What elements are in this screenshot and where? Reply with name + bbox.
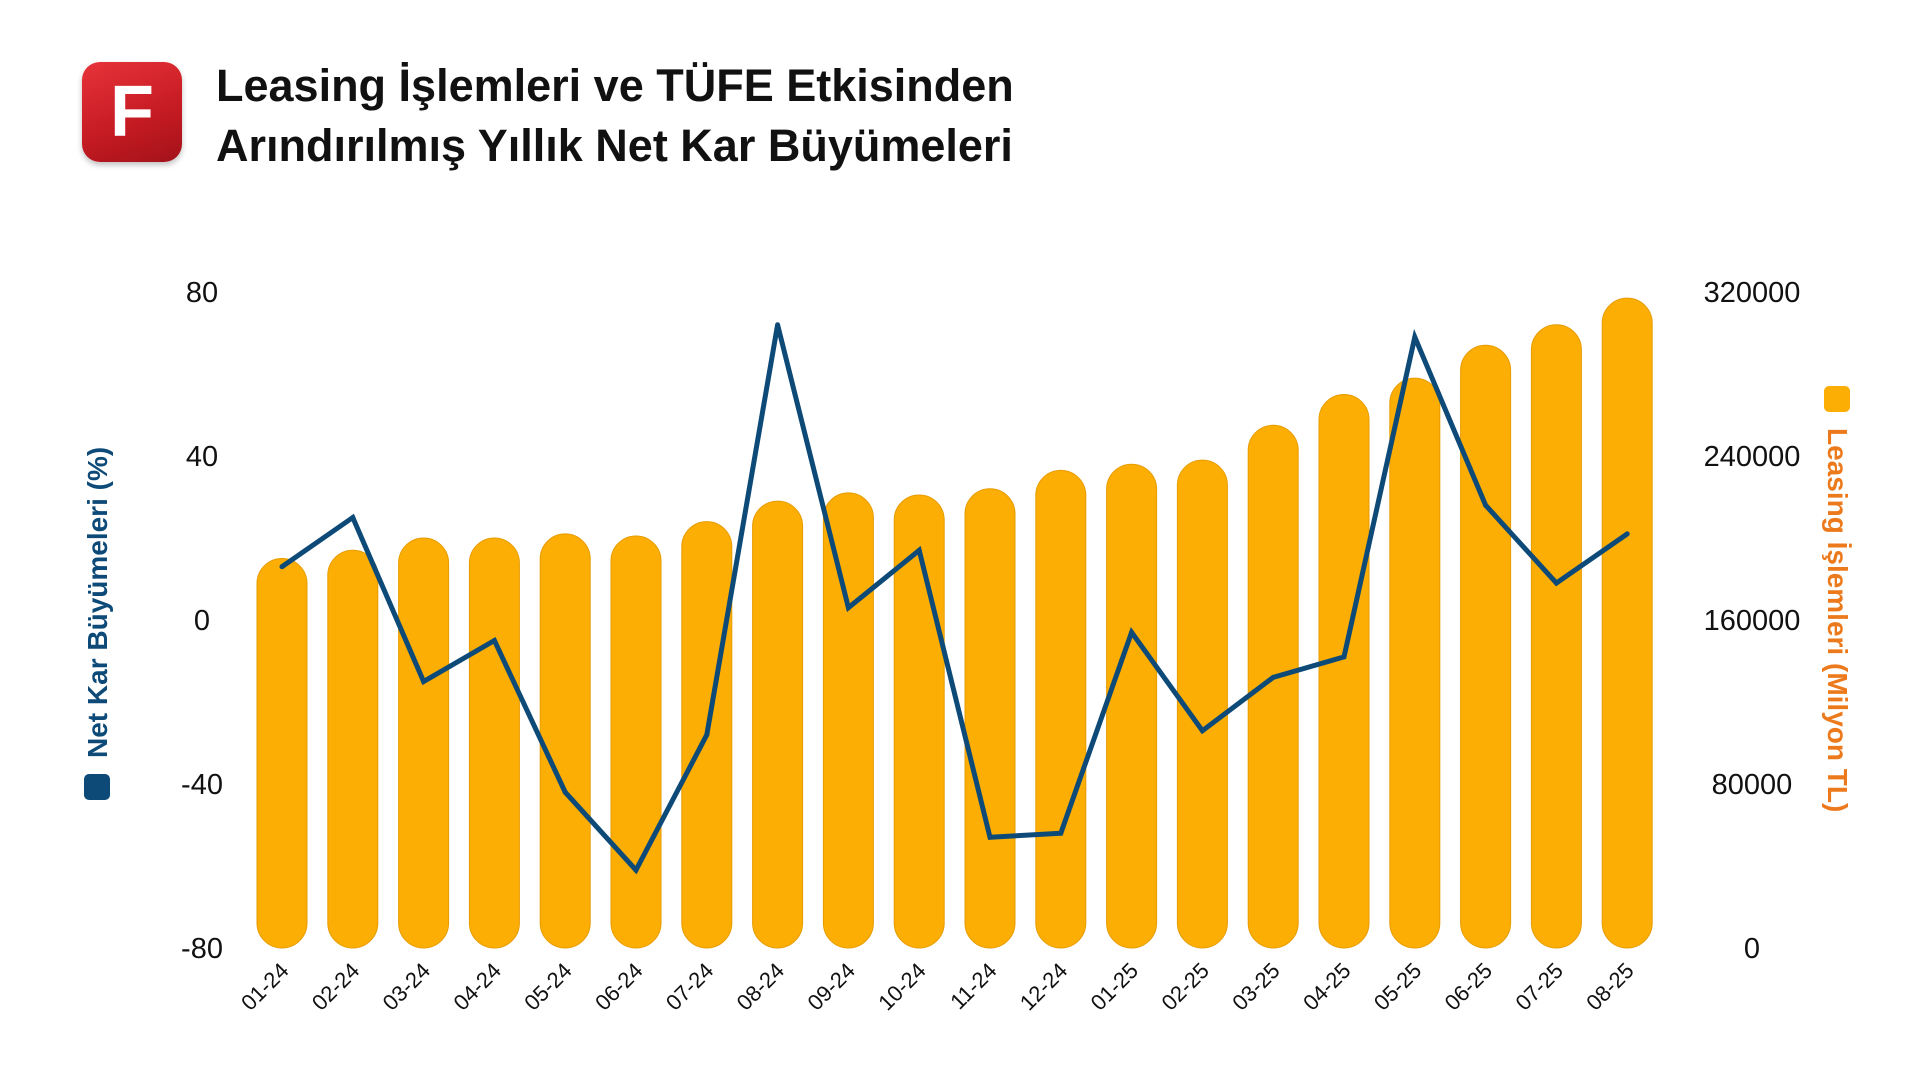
chart-title-line-1: Leasing İşlemleri ve TÜFE Etkisinden xyxy=(216,60,1014,111)
x-tick-label: 12-24 xyxy=(1015,958,1072,1015)
bar-08-24 xyxy=(752,500,804,949)
bar-03-25 xyxy=(1247,424,1299,949)
left-tick-label: -80 xyxy=(181,933,223,965)
right-axis-title: Leasing İşlemleri (Milyon TL) xyxy=(1822,428,1853,812)
line-point-10-24 xyxy=(916,547,922,553)
bar-02-25 xyxy=(1176,459,1228,949)
logo-letter: F xyxy=(110,72,154,152)
bar-01-25 xyxy=(1106,463,1158,949)
line-point-06-24 xyxy=(633,867,639,873)
line-point-07-24 xyxy=(704,732,710,738)
bar-11-24 xyxy=(964,488,1016,949)
bar-03-24 xyxy=(398,537,450,949)
bar-legend-swatch xyxy=(1824,386,1850,412)
line-point-08-25 xyxy=(1624,531,1630,537)
x-tick-label: 03-24 xyxy=(378,958,435,1015)
bar-06-25 xyxy=(1460,344,1512,949)
bar-series xyxy=(256,297,1653,949)
x-tick-label: 03-25 xyxy=(1227,958,1284,1015)
left-tick-label: 80 xyxy=(186,277,218,309)
line-point-11-24 xyxy=(987,834,993,840)
line-point-09-24 xyxy=(845,605,851,611)
right-axis: 320000 240000 160000 80000 0 xyxy=(1704,277,1801,965)
right-tick-label: 0 xyxy=(1744,933,1760,965)
left-tick-label: 40 xyxy=(186,441,218,473)
line-point-01-25 xyxy=(1129,629,1135,635)
bar-02-24 xyxy=(327,549,379,949)
bar-05-25 xyxy=(1389,377,1441,949)
line-point-07-25 xyxy=(1553,580,1559,586)
line-point-01-24 xyxy=(279,564,285,570)
right-tick-label: 80000 xyxy=(1712,769,1793,801)
logo-icon: F xyxy=(82,62,182,162)
x-tick-label: 04-24 xyxy=(448,958,505,1015)
x-axis: 01-24 02-24 03-24 04-24 05-24 06-24 07-24 08-24… xyxy=(236,958,1639,1015)
x-tick-label: 05-24 xyxy=(519,958,576,1015)
chart-title-line-2: Arındırılmış Yıllık Net Kar Büyümeleri xyxy=(216,120,1013,171)
right-tick-label: 320000 xyxy=(1704,277,1801,309)
line-point-05-25 xyxy=(1412,334,1418,340)
x-tick-label: 09-24 xyxy=(802,958,859,1015)
line-point-08-24 xyxy=(775,322,781,328)
left-tick-label: -40 xyxy=(181,769,223,801)
right-axis-title-group: Leasing İşlemleri (Milyon TL) xyxy=(1822,386,1853,812)
line-point-02-25 xyxy=(1199,728,1205,734)
net-kar-line xyxy=(280,324,1629,875)
x-tick-label: 08-24 xyxy=(732,958,789,1015)
line-point-02-24 xyxy=(350,515,356,520)
bar-04-25 xyxy=(1318,394,1370,949)
bar-08-25 xyxy=(1601,297,1653,949)
line-point-03-24 xyxy=(421,679,427,684)
right-tick-label: 240000 xyxy=(1704,441,1801,473)
right-tick-label: 160000 xyxy=(1704,605,1801,637)
x-tick-label: 05-25 xyxy=(1369,958,1426,1015)
x-tick-label: 11-24 xyxy=(945,958,1001,1014)
line-legend-swatch xyxy=(84,774,110,800)
line-point-04-24 xyxy=(491,638,497,643)
left-axis-title-group: Net Kar Büyümeleri (%) xyxy=(82,447,113,800)
line-series xyxy=(279,322,1630,875)
x-tick-label: 02-24 xyxy=(307,958,364,1015)
line-point-03-25 xyxy=(1270,674,1276,680)
bar-12-24 xyxy=(1035,469,1087,949)
bar-07-25 xyxy=(1530,324,1582,949)
x-tick-label: 07-24 xyxy=(661,958,718,1015)
line-point-12-24 xyxy=(1058,830,1064,836)
x-tick-label: 08-25 xyxy=(1581,958,1638,1015)
bar-09-24 xyxy=(822,492,874,949)
left-axis-title: Net Kar Büyümeleri (%) xyxy=(82,447,113,758)
x-tick-label: 10-24 xyxy=(873,958,930,1015)
x-tick-label: 07-25 xyxy=(1510,958,1567,1015)
x-tick-label: 02-25 xyxy=(1156,958,1213,1015)
x-tick-label: 06-25 xyxy=(1440,958,1497,1015)
bar-05-24 xyxy=(539,533,591,949)
left-axis: 80 40 0 -40 -80 xyxy=(181,277,223,965)
left-tick-label: 0 xyxy=(194,605,210,637)
bar-04-24 xyxy=(468,537,520,949)
x-tick-label: 04-25 xyxy=(1298,958,1355,1015)
x-tick-label: 01-24 xyxy=(236,958,293,1015)
line-point-05-24 xyxy=(562,789,568,795)
chart-title: Leasing İşlemleri ve TÜFE Etkisinden Arı… xyxy=(216,56,1316,176)
x-tick-label: 06-24 xyxy=(590,958,647,1015)
line-point-06-25 xyxy=(1483,502,1489,508)
line-point-04-25 xyxy=(1341,654,1347,660)
bar-06-24 xyxy=(610,535,662,949)
x-tick-label: 01-25 xyxy=(1086,958,1143,1015)
bar-01-24 xyxy=(256,558,308,949)
